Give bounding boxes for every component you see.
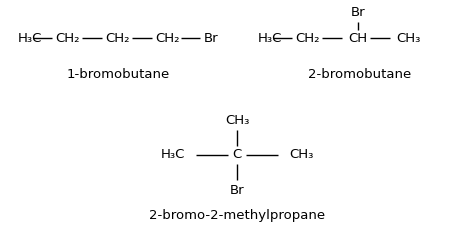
Text: Br: Br xyxy=(204,32,219,44)
Text: Br: Br xyxy=(351,6,365,18)
Text: H₃C: H₃C xyxy=(258,32,283,44)
Text: 2-bromobutane: 2-bromobutane xyxy=(309,69,411,81)
Text: CH₂: CH₂ xyxy=(56,32,80,44)
Text: 2-bromo-2-methylpropane: 2-bromo-2-methylpropane xyxy=(149,208,325,222)
Text: CH₃: CH₃ xyxy=(225,113,249,127)
Text: CH₂: CH₂ xyxy=(156,32,180,44)
Text: C: C xyxy=(232,149,242,161)
Text: CH₂: CH₂ xyxy=(296,32,320,44)
Text: 1-bromobutane: 1-bromobutane xyxy=(66,69,170,81)
Text: CH₂: CH₂ xyxy=(106,32,130,44)
Text: Br: Br xyxy=(230,183,244,197)
Text: CH₃: CH₃ xyxy=(289,149,313,161)
Text: CH: CH xyxy=(348,32,367,44)
Text: CH₃: CH₃ xyxy=(396,32,420,44)
Text: H₃C: H₃C xyxy=(18,32,42,44)
Text: H₃C: H₃C xyxy=(161,149,185,161)
